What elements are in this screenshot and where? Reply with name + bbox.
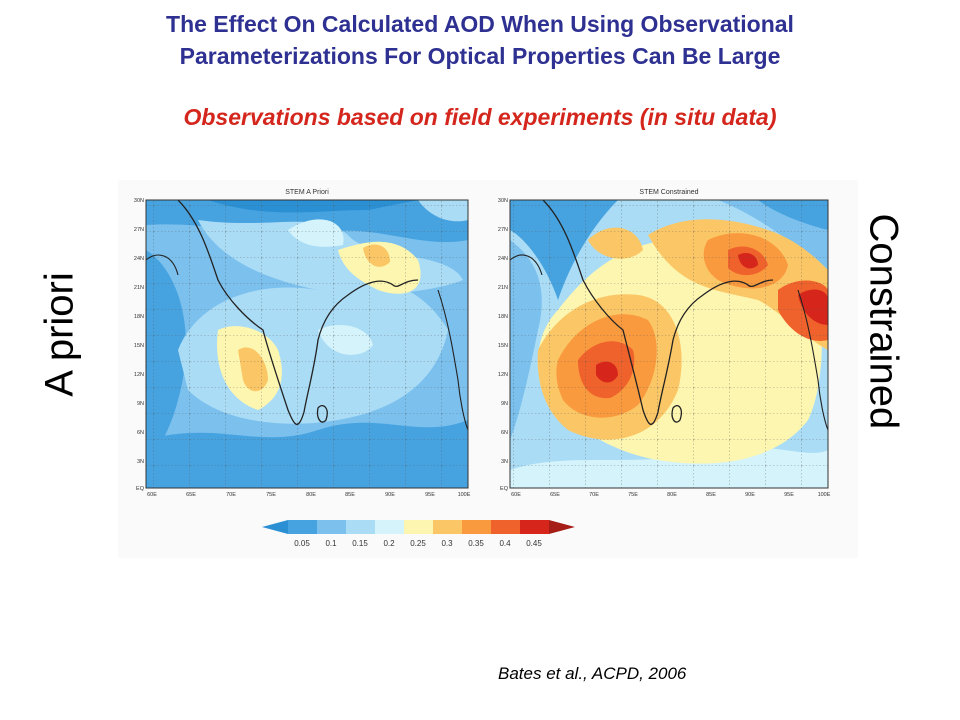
colorbar-segment	[404, 520, 433, 534]
lat-tick: EQ	[136, 486, 145, 492]
lat-tick: 18N	[134, 314, 144, 320]
colorbar-segment	[462, 520, 491, 534]
colorbar-tick: 0.35	[468, 539, 484, 548]
lon-tick: 85E	[706, 492, 716, 498]
lat-tick: 21N	[134, 285, 144, 291]
colorbar	[262, 520, 575, 534]
lat-tick: 24N	[134, 256, 144, 262]
colorbar-tick: 0.1	[325, 539, 337, 548]
slide-subtitle: Observations based on field experiments …	[183, 104, 777, 130]
lat-tick: 3N	[501, 459, 508, 465]
lat-tick: 3N	[137, 459, 144, 465]
right-map-title: STEM Constrained	[639, 189, 698, 196]
lon-tick: 90E	[745, 492, 755, 498]
lon-tick: 65E	[186, 492, 196, 498]
colorbar-tick: 0.2	[383, 539, 395, 548]
a-priori-label: A priori	[37, 272, 82, 397]
lat-tick: 9N	[137, 401, 144, 407]
lon-tick: 80E	[667, 492, 677, 498]
lon-tick: 75E	[266, 492, 276, 498]
left-lon-ticks: 60E 65E 70E 75E 80E 85E 90E 95E 100E	[147, 492, 471, 498]
colorbar-tick: 0.3	[441, 539, 453, 548]
lat-tick: 27N	[134, 227, 144, 233]
colorbar-segment	[433, 520, 462, 534]
colorbar-tick: 0.25	[410, 539, 426, 548]
colorbar-segment	[549, 520, 575, 534]
lon-tick: 70E	[589, 492, 599, 498]
lat-tick: 21N	[498, 285, 508, 291]
aod-figure: STEM A Priori	[118, 180, 858, 558]
lon-tick: 95E	[784, 492, 794, 498]
lat-tick: 15N	[498, 343, 508, 349]
right-lat-ticks: 30N 27N 24N 21N 18N 15N 12N 9N 6N 3N EQ	[498, 198, 509, 492]
lat-tick: 6N	[137, 430, 144, 436]
title-line-2: Parameterizations For Optical Properties…	[179, 43, 781, 69]
lon-tick: 60E	[147, 492, 157, 498]
lat-tick: 30N	[498, 198, 508, 204]
lat-tick: EQ	[500, 486, 509, 492]
lon-tick: 70E	[226, 492, 236, 498]
colorbar-segment	[288, 520, 317, 534]
lat-tick: 24N	[498, 256, 508, 262]
colorbar-segment	[262, 520, 288, 534]
lon-tick: 85E	[345, 492, 355, 498]
a-priori-map: STEM A Priori	[134, 189, 471, 498]
colorbar-tick: 0.15	[352, 539, 368, 548]
constrained-label: Constrained	[861, 213, 906, 430]
lat-tick: 12N	[498, 372, 508, 378]
colorbar-segment	[520, 520, 549, 534]
lat-tick: 18N	[498, 314, 508, 320]
lon-tick: 80E	[306, 492, 316, 498]
lon-tick: 65E	[550, 492, 560, 498]
right-lon-ticks: 60E 65E 70E 75E 80E 85E 90E 95E 100E	[511, 492, 831, 498]
colorbar-tick: 0.45	[526, 539, 542, 548]
left-lat-ticks: 30N 27N 24N 21N 18N 15N 12N 9N 6N 3N EQ	[134, 198, 145, 492]
citation: Bates et al., ACPD, 2006	[498, 664, 687, 683]
colorbar-tick: 0.4	[499, 539, 511, 548]
lat-tick: 27N	[498, 227, 508, 233]
lat-tick: 6N	[501, 430, 508, 436]
colorbar-segment	[317, 520, 346, 534]
colorbar-segment	[375, 520, 404, 534]
lon-tick: 90E	[385, 492, 395, 498]
constrained-map: STEM Constrained	[498, 189, 831, 498]
colorbar-tick: 0.05	[294, 539, 310, 548]
colorbar-segment	[346, 520, 375, 534]
lat-tick: 30N	[134, 198, 144, 204]
lon-tick: 60E	[511, 492, 521, 498]
lon-tick: 100E	[458, 492, 471, 498]
lon-tick: 100E	[818, 492, 831, 498]
lat-tick: 15N	[134, 343, 144, 349]
left-map-title: STEM A Priori	[285, 189, 329, 196]
colorbar-segment	[491, 520, 520, 534]
lon-tick: 95E	[425, 492, 435, 498]
title-line-1: The Effect On Calculated AOD When Using …	[166, 11, 794, 37]
colorbar-ticks: 0.05 0.1 0.15 0.2 0.25 0.3 0.35 0.4 0.45	[294, 539, 542, 548]
lat-tick: 9N	[501, 401, 508, 407]
lon-tick: 75E	[628, 492, 638, 498]
aod-maps-svg: STEM A Priori	[134, 189, 831, 548]
slide-title: The Effect On Calculated AOD When Using …	[0, 8, 960, 72]
lat-tick: 12N	[134, 372, 144, 378]
